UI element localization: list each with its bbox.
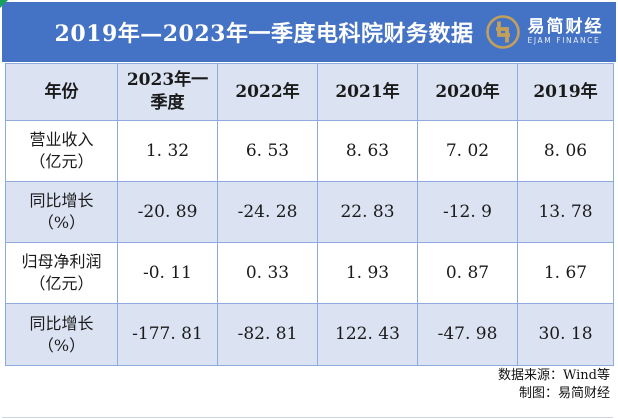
table-cell: 13. 78 bbox=[517, 181, 614, 243]
table-cell: 8. 06 bbox=[517, 120, 614, 182]
table-row-revenue-yoy: 同比增长 （%） -20. 89 -24. 28 22. 83 -12. 9 1… bbox=[5, 181, 614, 243]
table-cell: -0. 11 bbox=[117, 242, 218, 304]
brand-logo: 易简财经 EJAM FINANCE bbox=[485, 14, 603, 50]
bottom-gridline bbox=[2, 417, 613, 418]
table-cell: 1. 67 bbox=[517, 242, 614, 304]
row-label: 营业收入 （亿元） bbox=[5, 120, 118, 182]
table-cell: -24. 28 bbox=[217, 181, 318, 243]
table-cell: 8. 63 bbox=[317, 120, 418, 182]
footer-credits: 数据来源：Wind等 制图：易简财经 bbox=[498, 367, 610, 402]
table-cell: -177. 81 bbox=[117, 303, 218, 366]
table-cell: -20. 89 bbox=[117, 181, 218, 243]
chart-credit-note: 制图：易简财经 bbox=[518, 385, 610, 401]
table-cell: -47. 98 bbox=[417, 303, 518, 366]
page-title: 2019年—2023年一季度电科院财务数据 bbox=[54, 21, 474, 47]
brand-name-en: EJAM FINANCE bbox=[527, 35, 601, 45]
brand-name-cn: 易简财经 bbox=[527, 17, 604, 38]
table-cell: 22. 83 bbox=[317, 181, 418, 243]
brand-name: 易简财经 EJAM FINANCE bbox=[527, 17, 604, 45]
table-row-revenue: 营业收入 （亿元） 1. 32 6. 53 8. 63 7. 02 8. 06 bbox=[5, 120, 614, 182]
table-cell: 1. 32 bbox=[117, 120, 218, 182]
table-cell: -82. 81 bbox=[217, 303, 318, 366]
table-cell: -12. 9 bbox=[417, 181, 518, 243]
table-cell: 0. 87 bbox=[417, 242, 518, 304]
table-cell: 122. 43 bbox=[317, 303, 418, 366]
table-cell: 6. 53 bbox=[217, 120, 318, 182]
sheet-corner-marker bbox=[0, 0, 8, 8]
table-row-net-profit: 归母净利润 （亿元） -0. 11 0. 33 1. 93 0. 87 1. 6… bbox=[5, 242, 614, 304]
row-label: 同比增长 （%） bbox=[5, 181, 118, 243]
table-cell: 1. 93 bbox=[317, 242, 418, 304]
column-header-2022: 2022年 bbox=[217, 63, 318, 121]
column-header-2023q1: 2023年一 季度 bbox=[117, 63, 218, 121]
financial-table: 年份 2023年一 季度 2022年 2021年 2020年 2019年 营业收… bbox=[5, 63, 614, 366]
data-source-note: 数据来源：Wind等 bbox=[498, 368, 610, 383]
column-header-2020: 2020年 bbox=[417, 63, 518, 121]
table-header-row: 年份 2023年一 季度 2022年 2021年 2020年 2019年 bbox=[5, 63, 614, 121]
column-header-2019: 2019年 bbox=[517, 63, 614, 121]
column-header-2021: 2021年 bbox=[317, 63, 418, 121]
table-cell: 0. 33 bbox=[217, 242, 318, 304]
table-cell: 7. 02 bbox=[417, 120, 518, 182]
row-label: 归母净利润 （亿元） bbox=[5, 242, 118, 304]
column-header-year: 年份 bbox=[5, 63, 118, 121]
table-row-net-profit-yoy: 同比增长 （%） -177. 81 -82. 81 122. 43 -47. 9… bbox=[5, 303, 614, 366]
row-label: 同比增长 （%） bbox=[5, 303, 118, 366]
lightning-circle-icon bbox=[485, 14, 521, 50]
title-banner: 2019年—2023年一季度电科院财务数据 易简财经 EJAM FINANCE bbox=[2, 2, 616, 62]
table-cell: 30. 18 bbox=[517, 303, 614, 366]
